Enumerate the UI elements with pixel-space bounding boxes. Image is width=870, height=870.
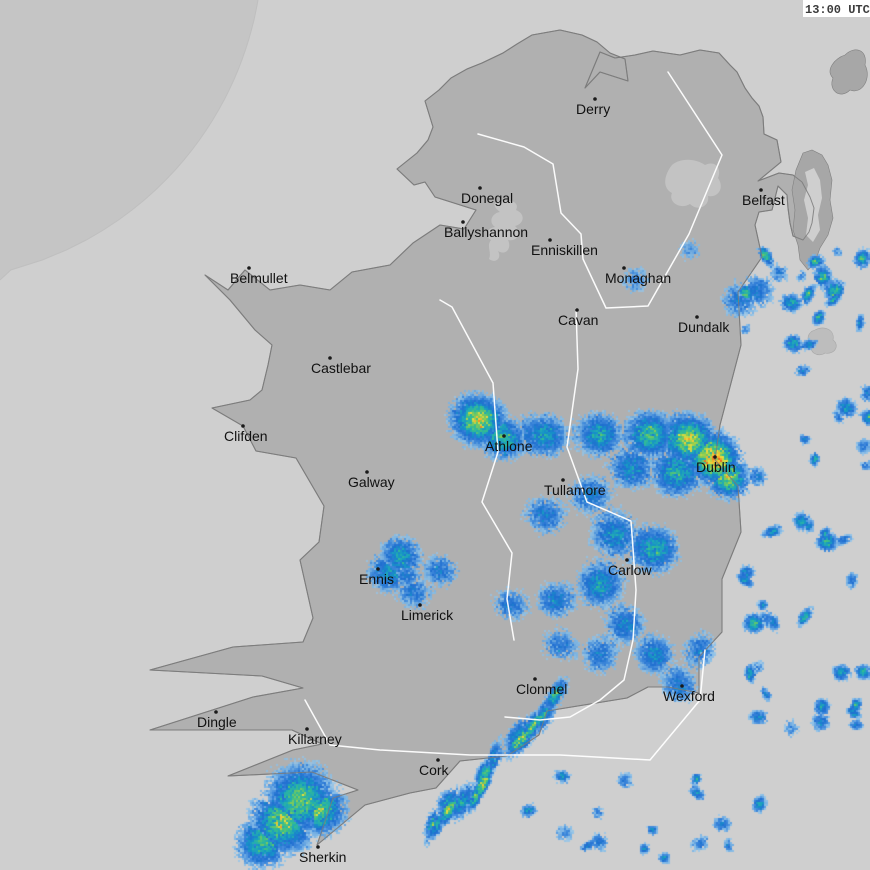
svg-text:Dingle: Dingle bbox=[197, 714, 237, 730]
svg-text:Galway: Galway bbox=[348, 474, 395, 490]
svg-text:Tullamore: Tullamore bbox=[544, 482, 606, 498]
svg-text:Dundalk: Dundalk bbox=[678, 319, 730, 335]
svg-text:Dublin: Dublin bbox=[696, 459, 736, 475]
svg-text:Athlone: Athlone bbox=[485, 438, 533, 454]
svg-text:Sherkin: Sherkin bbox=[299, 849, 346, 865]
svg-text:Belmullet: Belmullet bbox=[230, 270, 288, 286]
svg-text:Castlebar: Castlebar bbox=[311, 360, 371, 376]
svg-text:Belfast: Belfast bbox=[742, 192, 785, 208]
svg-text:Wexford: Wexford bbox=[663, 688, 715, 704]
svg-text:Enniskillen: Enniskillen bbox=[531, 242, 598, 258]
svg-text:Limerick: Limerick bbox=[401, 607, 454, 623]
svg-text:Clonmel: Clonmel bbox=[516, 681, 567, 697]
svg-text:Ballyshannon: Ballyshannon bbox=[444, 224, 528, 240]
svg-text:Donegal: Donegal bbox=[461, 190, 513, 206]
svg-text:Clifden: Clifden bbox=[224, 428, 268, 444]
svg-text:Cavan: Cavan bbox=[558, 312, 598, 328]
svg-text:Killarney: Killarney bbox=[288, 731, 342, 747]
svg-text:Monaghan: Monaghan bbox=[605, 270, 671, 286]
svg-text:Derry: Derry bbox=[576, 101, 610, 117]
svg-text:13:00 UTC: 13:00 UTC bbox=[805, 3, 870, 17]
svg-text:Cork: Cork bbox=[419, 762, 450, 778]
svg-text:Carlow: Carlow bbox=[608, 562, 652, 578]
svg-text:Ennis: Ennis bbox=[359, 571, 394, 587]
